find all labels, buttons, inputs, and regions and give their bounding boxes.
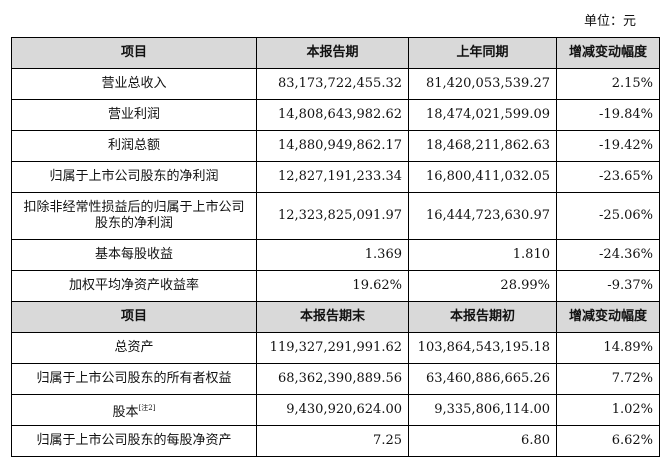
header-change: 增减变动幅度 <box>556 37 660 69</box>
row-current: 68,362,390,889.56 <box>256 363 409 395</box>
row-previous: 18,474,021,599.09 <box>408 99 557 131</box>
row-previous: 16,800,411,032.05 <box>408 161 557 193</box>
row-change: 6.62% <box>556 425 660 457</box>
row-item: 加权平均净资产收益率 <box>11 270 257 302</box>
row-previous: 81,420,053,539.27 <box>408 68 557 100</box>
row-previous: 63,460,886,665.26 <box>408 363 557 395</box>
row-previous: 9,335,806,114.00 <box>408 394 557 426</box>
row-item-cell: 股本[注2] <box>11 394 257 426</box>
row-current: 9,430,920,624.00 <box>256 394 409 426</box>
row-current: 119,327,291,991.62 <box>256 332 409 364</box>
row-item: 归属于上市公司股东的所有者权益 <box>11 363 257 395</box>
row-current: 14,808,643,982.62 <box>256 99 409 131</box>
table-header-row: 项目 本报告期 上年同期 增减变动幅度 <box>11 37 660 69</box>
table-row: 利润总额 14,880,949,862.17 18,468,211,862.63… <box>11 130 660 162</box>
table-row: 归属于上市公司股东的净利润 12,827,191,233.34 16,800,4… <box>11 161 660 193</box>
row-current: 14,880,949,862.17 <box>256 130 409 162</box>
table-header-row: 项目 本报告期末 本报告期初 增减变动幅度 <box>11 301 660 333</box>
table-row: 总资产 119,327,291,991.62 103,864,543,195.1… <box>11 332 660 364</box>
row-item: 利润总额 <box>11 130 257 162</box>
row-item: 归属于上市公司股东的净利润 <box>11 161 257 193</box>
row-change: -19.42% <box>556 130 660 162</box>
table-row: 扣除非经常性损益后的归属于上市公司股东的净利润 12,323,825,091.9… <box>11 192 660 240</box>
header-period-start: 本报告期初 <box>408 301 557 333</box>
financial-summary-table: 项目 本报告期 上年同期 增减变动幅度 营业总收入 83,173,722,455… <box>11 37 660 457</box>
row-previous: 103,864,543,195.18 <box>408 332 557 364</box>
row-change: -19.84% <box>556 99 660 131</box>
row-change: 1.02% <box>556 394 660 426</box>
row-previous: 18,468,211,862.63 <box>408 130 557 162</box>
table-row: 营业总收入 83,173,722,455.32 81,420,053,539.2… <box>11 68 660 100</box>
row-change: -23.65% <box>556 161 660 193</box>
table-row: 加权平均净资产收益率 19.62% 28.99% -9.37% <box>11 270 660 302</box>
table-row: 基本每股收益 1.369 1.810 -24.36% <box>11 239 660 271</box>
row-item: 基本每股收益 <box>11 239 257 271</box>
footnote-marker: [注2] <box>138 403 156 412</box>
row-item: 归属于上市公司股东的每股净资产 <box>11 425 257 457</box>
row-previous: 16,444,723,630.97 <box>408 192 557 240</box>
table-row: 归属于上市公司股东的所有者权益 68,362,390,889.56 63,460… <box>11 363 660 395</box>
row-current: 1.369 <box>256 239 409 271</box>
row-current: 83,173,722,455.32 <box>256 68 409 100</box>
header-change: 增减变动幅度 <box>556 301 660 333</box>
row-current: 12,323,825,091.97 <box>256 192 409 240</box>
table-row: 营业利润 14,808,643,982.62 18,474,021,599.09… <box>11 99 660 131</box>
header-item: 项目 <box>11 37 257 69</box>
row-current: 7.25 <box>256 425 409 457</box>
row-change: 14.89% <box>556 332 660 364</box>
row-previous: 1.810 <box>408 239 557 271</box>
row-item: 总资产 <box>11 332 257 364</box>
row-previous: 28.99% <box>408 270 557 302</box>
row-change: -9.37% <box>556 270 660 302</box>
row-change: 2.15% <box>556 68 660 100</box>
row-item: 营业利润 <box>11 99 257 131</box>
row-current: 19.62% <box>256 270 409 302</box>
row-item: 扣除非经常性损益后的归属于上市公司股东的净利润 <box>11 192 257 240</box>
row-item: 股本 <box>112 404 139 420</box>
table-row: 股本[注2] 9,430,920,624.00 9,335,806,114.00… <box>11 394 660 426</box>
row-item: 营业总收入 <box>11 68 257 100</box>
unit-label: 单位：元 <box>583 14 636 29</box>
row-previous: 6.80 <box>408 425 557 457</box>
row-change: -24.36% <box>556 239 660 271</box>
header-item: 项目 <box>11 301 257 333</box>
header-period-end: 本报告期末 <box>256 301 409 333</box>
row-change: 7.72% <box>556 363 660 395</box>
row-change: -25.06% <box>556 192 660 240</box>
header-prior-period: 上年同期 <box>408 37 557 69</box>
row-current: 12,827,191,233.34 <box>256 161 409 193</box>
header-current-period: 本报告期 <box>256 37 409 69</box>
table-row: 归属于上市公司股东的每股净资产 7.25 6.80 6.62% <box>11 425 660 457</box>
